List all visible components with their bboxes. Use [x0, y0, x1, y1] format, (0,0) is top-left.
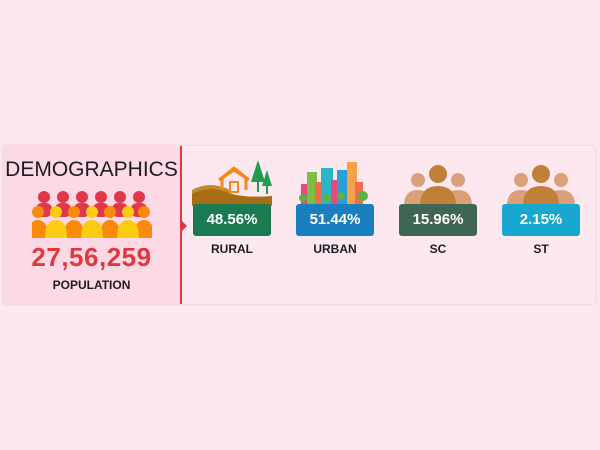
stat-rural-value: 48.56% — [193, 204, 271, 236]
section-title: DEMOGRAPHICS — [5, 158, 178, 181]
demographics-card: DEMOGRAPHICS 27,56,259 POPULATION — [3, 146, 595, 304]
stat-urban-label: URBAN — [313, 242, 357, 256]
people-group-icon — [507, 165, 575, 206]
people-group-icon — [404, 165, 472, 206]
population-label: POPULATION — [52, 278, 131, 292]
stat-st-value: 2.15% — [502, 204, 580, 236]
stat-rural-label: RURAL — [211, 242, 253, 256]
population-value: 27,56,259 — [31, 242, 152, 272]
population-panel: DEMOGRAPHICS 27,56,259 POPULATION — [3, 146, 182, 304]
pointer-arrow-icon — [181, 220, 187, 232]
city-buildings-icon — [299, 162, 368, 204]
stat-sc-value: 15.96% — [399, 204, 477, 236]
stat-sc-label: SC — [429, 242, 447, 256]
rural-landscape-icon — [192, 160, 272, 206]
stat-urban-value: 51.44% — [296, 204, 374, 236]
stat-st-label: ST — [533, 242, 549, 256]
crowd-icon — [32, 191, 152, 238]
